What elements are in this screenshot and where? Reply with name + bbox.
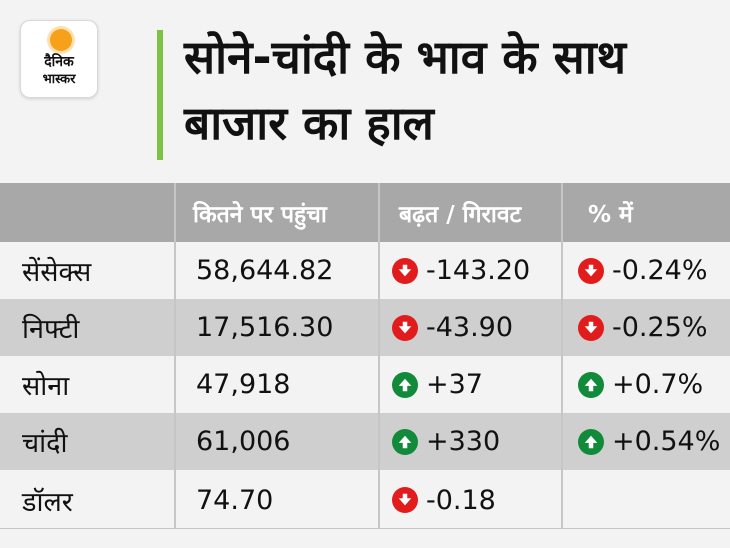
- row-change: +330: [392, 413, 500, 470]
- table-row: निफ्टी 17,516.30 -43.90 -0.25%: [0, 299, 730, 356]
- row-name: डॉलर: [22, 486, 73, 518]
- sun-icon: [50, 29, 72, 51]
- change-value: +330: [426, 426, 501, 457]
- row-percent: -0.24%: [578, 242, 708, 299]
- row-name: चांदी: [22, 428, 68, 459]
- column-divider: [174, 183, 176, 528]
- row-value: 61,006: [196, 426, 291, 457]
- down-arrow-icon: [392, 257, 418, 284]
- logo-text-line2: भास्कर: [42, 72, 76, 87]
- row-value: 17,516.30: [196, 312, 334, 343]
- percent-value: -0.25%: [612, 312, 708, 343]
- row-value: 58,644.82: [196, 255, 334, 286]
- row-change: -43.90: [392, 299, 513, 356]
- down-arrow-icon: [392, 314, 418, 341]
- percent-value: +0.54%: [612, 426, 721, 457]
- row-change: -0.18: [392, 470, 496, 530]
- row-percent: -0.25%: [578, 299, 708, 356]
- change-value: -43.90: [426, 312, 514, 343]
- row-percent: +0.7%: [578, 356, 703, 413]
- table-row: डॉलर 74.70 -0.18: [0, 470, 730, 530]
- row-value: 47,918: [196, 369, 291, 400]
- row-change: -143.20: [392, 242, 530, 299]
- percent-value: +0.7%: [612, 369, 704, 400]
- row-percent: +0.54%: [578, 413, 720, 470]
- up-arrow-icon: [392, 371, 418, 398]
- up-arrow-icon: [578, 428, 604, 455]
- percent-value: -0.24%: [612, 255, 708, 286]
- table-row: चांदी 61,006 +330 +0.54%: [0, 413, 730, 470]
- logo-text-line1: दैनिक: [44, 54, 74, 70]
- header-percent: % में: [588, 201, 633, 228]
- row-name: सेंसेक्स: [22, 257, 92, 288]
- row-name: सोना: [22, 371, 70, 402]
- change-value: +37: [426, 369, 483, 400]
- change-value: -0.18: [426, 484, 496, 516]
- header: दैनिक भास्कर सोने-चांदी के भाव के साथ बा…: [0, 0, 730, 183]
- column-divider: [561, 183, 563, 528]
- header-value: कितने पर पहुंचा: [193, 201, 327, 228]
- header-change: बढ़त / गिरावट: [399, 201, 522, 228]
- table-row: सोना 47,918 +37 +0.7%: [0, 356, 730, 413]
- dainik-bhaskar-logo: दैनिक भास्कर: [20, 20, 98, 98]
- table-row: सेंसेक्स 58,644.82 -143.20 -0.24%: [0, 242, 730, 299]
- down-arrow-icon: [578, 314, 604, 341]
- down-arrow-icon: [578, 257, 604, 284]
- up-arrow-icon: [392, 428, 418, 455]
- column-divider: [378, 183, 380, 528]
- market-table: कितने पर पहुंचा बढ़त / गिरावट % में सेंस…: [0, 183, 730, 530]
- title-accent-bar: [157, 30, 163, 160]
- up-arrow-icon: [578, 371, 604, 398]
- row-name: निफ्टी: [22, 314, 80, 345]
- down-arrow-icon: [392, 487, 418, 513]
- table-header-row: कितने पर पहुंचा बढ़त / गिरावट % में: [0, 183, 730, 242]
- table-bottom-border: [0, 528, 730, 529]
- row-value: 74.70: [196, 484, 274, 516]
- change-value: -143.20: [426, 255, 531, 286]
- row-change: +37: [392, 356, 483, 413]
- page-title: सोने-चांदी के भाव के साथ बाजार का हाल: [184, 30, 627, 150]
